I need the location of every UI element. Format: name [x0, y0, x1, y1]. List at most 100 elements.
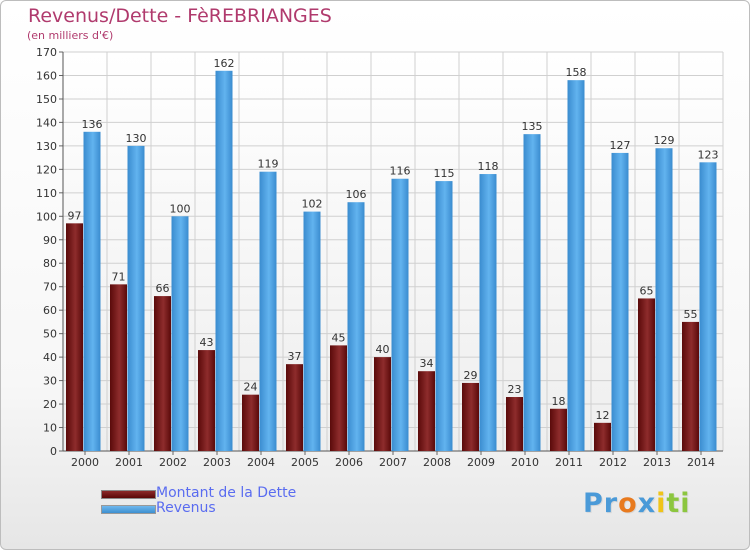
chart-subtitle: (en milliers d'€) [27, 29, 114, 42]
y-tick-label: 80 [43, 257, 57, 270]
bar-dette [110, 284, 127, 451]
data-label-revenus: 136 [82, 118, 103, 131]
y-tick-label: 120 [36, 163, 57, 176]
x-tick-label: 2010 [511, 456, 539, 469]
x-tick-label: 2001 [115, 456, 143, 469]
data-label-revenus: 102 [302, 198, 323, 211]
bar-dette [66, 223, 83, 451]
x-tick-label: 2004 [247, 456, 275, 469]
bar-dette [506, 397, 523, 451]
y-tick-label: 0 [50, 445, 57, 458]
chart-title: Revenus/Dette - FèREBRIANGES [28, 5, 332, 27]
bar-revenus [479, 174, 497, 451]
y-tick-label: 90 [43, 234, 57, 247]
bar-revenus [391, 178, 409, 451]
y-tick-label: 20 [43, 398, 57, 411]
logo-letter: i [680, 488, 691, 519]
bar-revenus [611, 152, 629, 451]
data-label-dette: 29 [464, 369, 478, 382]
bar-dette [462, 382, 479, 451]
data-label-revenus: 127 [610, 139, 631, 152]
bar-revenus [127, 145, 145, 451]
bar-revenus [655, 148, 673, 451]
x-tick-label: 2005 [291, 456, 319, 469]
y-tick-label: 50 [43, 328, 57, 341]
logo-letter: P [583, 488, 604, 519]
x-tick-label: 2011 [555, 456, 583, 469]
y-tick-label: 40 [43, 351, 57, 364]
y-tick-label: 100 [36, 210, 57, 223]
data-label-dette: 43 [200, 336, 214, 349]
bar-dette [154, 296, 171, 451]
logo-letter: i [656, 488, 667, 519]
data-label-dette: 65 [640, 284, 654, 297]
bar-dette [198, 350, 215, 451]
data-label-revenus: 130 [126, 132, 147, 145]
data-label-dette: 97 [68, 209, 82, 222]
bar-dette [682, 321, 699, 451]
data-label-dette: 34 [420, 357, 434, 370]
y-tick-label: 30 [43, 375, 57, 388]
x-tick-label: 2007 [379, 456, 407, 469]
data-label-revenus: 129 [654, 134, 675, 147]
x-tick-label: 2014 [687, 456, 715, 469]
data-label-revenus: 158 [566, 66, 587, 79]
data-label-dette: 18 [552, 395, 566, 408]
bar-revenus [83, 131, 101, 452]
y-tick-label: 10 [43, 422, 57, 435]
logo-letter: o [618, 488, 638, 519]
y-tick-label: 110 [36, 187, 57, 200]
logo-letter: r [603, 488, 619, 519]
y-tick-label: 160 [36, 69, 57, 82]
data-label-revenus: 116 [390, 165, 411, 178]
proxiti-logo: Proxiti [583, 488, 691, 519]
y-tick-label: 70 [43, 281, 57, 294]
bar-dette [374, 357, 391, 451]
data-label-revenus: 118 [478, 160, 499, 173]
data-label-dette: 23 [508, 383, 522, 396]
bar-dette [330, 345, 347, 451]
legend-swatch-revenus [101, 505, 156, 514]
x-tick-label: 2008 [423, 456, 451, 469]
x-tick-label: 2006 [335, 456, 363, 469]
data-label-revenus: 123 [698, 148, 719, 161]
x-tick-label: 2012 [599, 456, 627, 469]
data-label-revenus: 119 [258, 158, 279, 171]
y-tick-label: 130 [36, 140, 57, 153]
y-tick-label: 150 [36, 93, 57, 106]
bar-dette [242, 394, 259, 451]
data-label-dette: 71 [112, 270, 126, 283]
x-tick-label: 2013 [643, 456, 671, 469]
bar-revenus [171, 216, 189, 451]
legend-swatch-debt [101, 490, 156, 499]
data-label-dette: 55 [684, 308, 698, 321]
data-label-dette: 24 [244, 381, 258, 394]
data-label-revenus: 162 [214, 57, 235, 70]
y-tick-label: 140 [36, 116, 57, 129]
legend-label-revenus: Revenus [156, 500, 216, 516]
data-label-revenus: 100 [170, 202, 191, 215]
bar-revenus [523, 134, 541, 451]
y-tick-label: 170 [36, 46, 57, 59]
bar-dette [418, 371, 435, 451]
data-label-dette: 37 [288, 350, 302, 363]
data-label-dette: 66 [156, 282, 170, 295]
bar-dette [594, 422, 611, 451]
x-tick-label: 2000 [71, 456, 99, 469]
data-label-dette: 45 [332, 331, 346, 344]
bar-revenus [215, 70, 233, 451]
bar-revenus [303, 211, 321, 451]
data-label-dette: 40 [376, 343, 390, 356]
logo-letter: t [666, 488, 681, 519]
bar-revenus [259, 171, 277, 451]
bar-revenus [347, 202, 365, 451]
bar-revenus [699, 162, 717, 451]
data-label-revenus: 135 [522, 120, 543, 133]
legend-label-debt: Montant de la Dette [156, 485, 297, 501]
data-label-dette: 12 [596, 409, 610, 422]
bar-revenus [435, 181, 453, 451]
y-tick-label: 60 [43, 304, 57, 317]
x-tick-label: 2002 [159, 456, 187, 469]
